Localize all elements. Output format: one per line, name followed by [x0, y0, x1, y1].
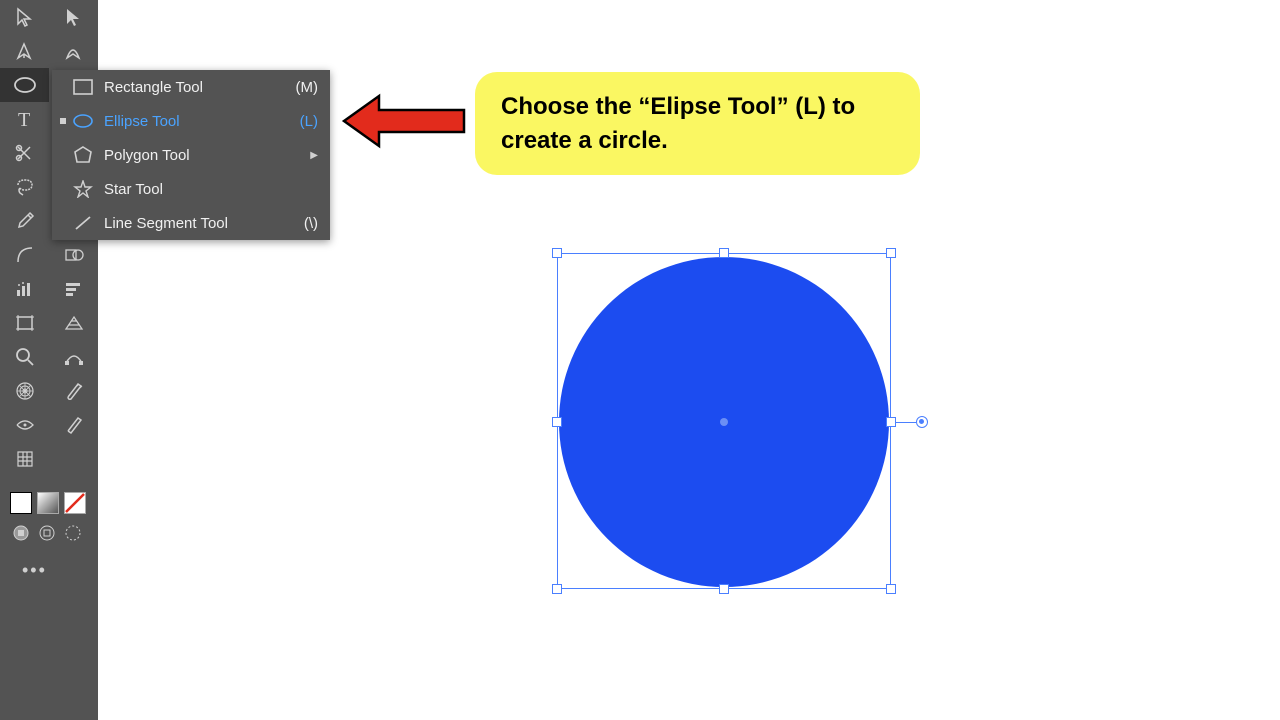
line-segment-tool-item[interactable]: Line Segment Tool (\)	[52, 206, 330, 240]
flyout-label: Star Tool	[104, 181, 318, 198]
handle-tr[interactable]	[886, 248, 896, 258]
none-swatch[interactable]	[64, 492, 86, 514]
flyout-shortcut: (M)	[296, 79, 319, 96]
draw-inside[interactable]	[64, 524, 82, 542]
pen-tool[interactable]	[0, 34, 49, 68]
handle-mr[interactable]	[886, 417, 896, 427]
ellipse-icon	[72, 110, 94, 132]
shape-builder-tool[interactable]	[49, 238, 98, 272]
arrow-annotation	[334, 88, 474, 159]
flyout-label: Rectangle Tool	[104, 79, 296, 96]
instruction-callout: Choose the “Elipse Tool” (L) to create a…	[475, 72, 920, 175]
callout-text: Choose the “Elipse Tool” (L) to create a…	[501, 93, 855, 154]
handle-bm[interactable]	[719, 584, 729, 594]
handle-ml[interactable]	[552, 417, 562, 427]
ellipse-tool-item[interactable]: Ellipse Tool (L)	[52, 104, 330, 138]
bar-graph-tool[interactable]	[49, 272, 98, 306]
perspective-grid-tool[interactable]	[49, 306, 98, 340]
scissors-tool[interactable]	[0, 136, 49, 170]
direct-selection-tool[interactable]	[49, 0, 98, 34]
handle-tl[interactable]	[552, 248, 562, 258]
draw-behind[interactable]	[38, 524, 56, 542]
star-icon	[72, 178, 94, 200]
ellipse-tool[interactable]	[0, 68, 49, 102]
center-point	[720, 418, 728, 426]
curvature-tool[interactable]	[49, 34, 98, 68]
shape-tool-flyout: Rectangle Tool (M) Ellipse Tool (L) Poly…	[52, 70, 330, 240]
line-icon	[72, 212, 94, 234]
screen-mode-row	[0, 520, 98, 546]
polygon-icon	[72, 144, 94, 166]
star-tool-item[interactable]: Star Tool	[52, 172, 330, 206]
zoom-tool[interactable]	[0, 340, 49, 374]
gradient-swatch[interactable]	[37, 492, 59, 514]
grid-tool[interactable]	[0, 442, 49, 476]
flyout-shortcut: (\)	[304, 215, 318, 232]
flyout-label: Line Segment Tool	[104, 215, 304, 232]
handle-br[interactable]	[886, 584, 896, 594]
artboard-tool[interactable]	[0, 306, 49, 340]
width-tool[interactable]	[0, 408, 49, 442]
rectangle-icon	[72, 76, 94, 98]
fill-swatch[interactable]	[10, 492, 32, 514]
column-graph-tool[interactable]	[0, 272, 49, 306]
flyout-label: Polygon Tool	[104, 147, 304, 164]
draw-normal[interactable]	[12, 524, 30, 542]
rotation-line	[896, 422, 916, 423]
rectangle-tool-item[interactable]: Rectangle Tool (M)	[52, 70, 330, 104]
paintbrush-tool[interactable]	[49, 374, 98, 408]
type-tool[interactable]: T	[0, 102, 49, 136]
selection-tool[interactable]	[0, 0, 49, 34]
color-swatches	[0, 486, 98, 520]
handle-tm[interactable]	[719, 248, 729, 258]
more-options[interactable]: •••	[0, 546, 98, 595]
anchor-tool[interactable]	[49, 340, 98, 374]
flyout-shortcut: (L)	[300, 113, 318, 130]
blank-cell-5	[49, 442, 98, 476]
pencil-tool[interactable]	[49, 408, 98, 442]
flyout-label: Ellipse Tool	[104, 113, 300, 130]
polygon-tool-item[interactable]: Polygon Tool ▶	[52, 138, 330, 172]
arc-tool[interactable]	[0, 238, 49, 272]
handle-bl[interactable]	[552, 584, 562, 594]
eyedropper-tool[interactable]	[0, 204, 49, 238]
rotation-handle[interactable]	[916, 416, 928, 428]
svg-text:T: T	[18, 109, 30, 129]
lasso-tool[interactable]	[0, 170, 49, 204]
submenu-arrow-icon: ▶	[310, 150, 318, 161]
polar-grid-tool[interactable]	[0, 374, 49, 408]
